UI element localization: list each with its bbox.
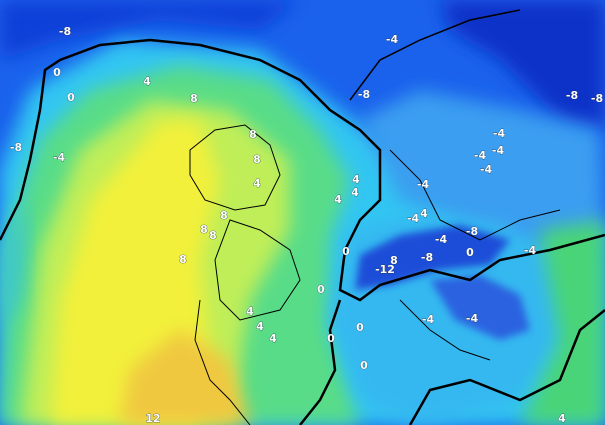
temperature-label: 8	[200, 223, 208, 236]
temperature-label: 0	[53, 66, 61, 79]
temperature-label: 4	[253, 177, 261, 190]
temperature-label: 8	[249, 128, 257, 141]
temperature-label: 4	[269, 332, 277, 345]
temperature-label: 8	[190, 92, 198, 105]
temperature-label: 0	[317, 283, 325, 296]
temperature-label: -4	[493, 127, 506, 140]
temperature-label: 12	[145, 412, 160, 425]
temperature-label: -8	[59, 25, 71, 38]
temperature-label: -12	[375, 263, 395, 276]
temperature-label: 0	[67, 91, 75, 104]
temperature-label: 0	[360, 359, 368, 372]
temperature-label: 8	[253, 153, 261, 166]
temperature-label: 4	[352, 173, 360, 186]
temperature-label: -8	[566, 89, 578, 102]
temperature-label: 4	[351, 186, 359, 199]
temperature-label: 4	[334, 193, 342, 206]
temperature-label: 4	[420, 207, 428, 220]
temperature-label: 0	[356, 321, 364, 334]
temperature-label: 4	[558, 412, 566, 425]
temperature-label: -8	[10, 141, 22, 154]
temperature-label: -4	[435, 233, 448, 246]
temperature-label: 4	[143, 75, 151, 88]
temperature-label: -8	[466, 225, 478, 238]
temperature-label: -8	[358, 88, 370, 101]
temperature-label: 4	[246, 305, 254, 318]
temperature-label: 0	[466, 246, 474, 259]
temperature-label: 0	[327, 332, 335, 345]
temperature-label: -4	[466, 312, 479, 325]
temperature-label: -4	[53, 151, 66, 164]
temperature-label: -4	[492, 144, 505, 157]
temperature-label: -4	[407, 212, 420, 225]
temperature-label: -4	[422, 313, 435, 326]
coastlines	[0, 9, 605, 425]
temperature-label: -4	[524, 244, 537, 257]
temperature-label: -8	[421, 251, 433, 264]
temperature-label: 8	[220, 209, 228, 222]
temperature-label: -4	[474, 149, 487, 162]
temperature-label: -4	[417, 178, 430, 191]
temperature-label: -4	[386, 33, 399, 46]
temperature-label: 8	[390, 254, 398, 267]
temperature-label: 4	[256, 320, 264, 333]
temperature-label: -4	[480, 163, 493, 176]
temperature-label: 0	[342, 245, 350, 258]
temperature-label: 8	[179, 253, 187, 266]
temperature-label: -8	[591, 92, 603, 105]
temperature-label: 8	[209, 229, 217, 242]
